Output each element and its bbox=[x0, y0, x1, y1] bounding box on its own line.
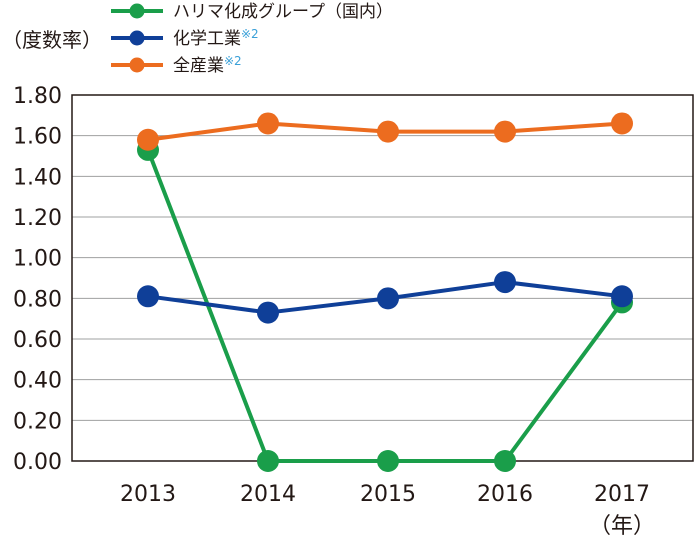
legend-item: 全産業※2 bbox=[111, 54, 242, 76]
x-tick-label: 2017 bbox=[594, 482, 650, 507]
legend-label: 全産業※2 bbox=[173, 54, 242, 76]
legend-footnote-mark: ※2 bbox=[241, 27, 259, 41]
y-tick-label: 0.40 bbox=[13, 369, 62, 394]
y-tick-label: 1.60 bbox=[13, 125, 62, 150]
y-tick-label: 0.80 bbox=[13, 287, 62, 312]
data-point bbox=[257, 450, 279, 472]
series-3 bbox=[137, 112, 633, 151]
series-layer bbox=[137, 112, 633, 472]
gridlines bbox=[72, 135, 693, 421]
y-tick-label: 0.60 bbox=[13, 328, 62, 353]
data-point bbox=[137, 285, 159, 308]
data-point bbox=[257, 112, 279, 135]
data-point bbox=[377, 120, 399, 143]
y-tick-label: 0.20 bbox=[13, 409, 62, 434]
y-axis-label: （度数率） bbox=[2, 28, 102, 52]
data-point bbox=[377, 450, 399, 472]
legend-marker bbox=[129, 30, 145, 46]
y-tick-label: 1.00 bbox=[13, 247, 62, 272]
x-tick-label: 2016 bbox=[477, 482, 533, 507]
data-point bbox=[494, 450, 516, 472]
data-point bbox=[137, 128, 159, 151]
x-tick-label: 2015 bbox=[360, 482, 416, 507]
legend: ハリマ化成グループ（国内） 化学工業※2 全産業※2 bbox=[111, 2, 393, 76]
y-tick-label: 1.80 bbox=[13, 84, 62, 109]
data-point bbox=[611, 285, 633, 308]
legend-label: ハリマ化成グループ（国内） bbox=[173, 2, 393, 22]
legend-marker bbox=[129, 3, 145, 19]
legend-footnote-mark: ※2 bbox=[224, 54, 242, 68]
y-tick-label: 1.20 bbox=[13, 206, 62, 231]
data-point bbox=[494, 120, 516, 143]
y-tick-label: 0.00 bbox=[13, 450, 62, 475]
legend-item: ハリマ化成グループ（国内） bbox=[111, 2, 393, 22]
x-tick-label: 2014 bbox=[240, 482, 296, 507]
data-point bbox=[494, 271, 516, 294]
x-tick-label: 2013 bbox=[120, 482, 176, 507]
plot-area-frame bbox=[71, 94, 694, 462]
data-point bbox=[611, 112, 633, 135]
legend-item: 化学工業※2 bbox=[111, 27, 259, 49]
y-tick-label: 1.40 bbox=[13, 165, 62, 190]
x-axis-ticks: 2013 2014 2015 2016 2017 bbox=[120, 482, 650, 507]
y-axis-ticks: 0.00 0.20 0.40 0.60 0.80 1.00 1.20 1.40 1.60 1.80 bbox=[13, 84, 62, 475]
data-point bbox=[257, 301, 279, 324]
legend-marker bbox=[129, 57, 145, 73]
series-2 bbox=[137, 271, 633, 324]
data-point bbox=[377, 287, 399, 310]
x-axis-label: （年） bbox=[589, 514, 655, 539]
legend-label: 化学工業※2 bbox=[173, 27, 259, 49]
